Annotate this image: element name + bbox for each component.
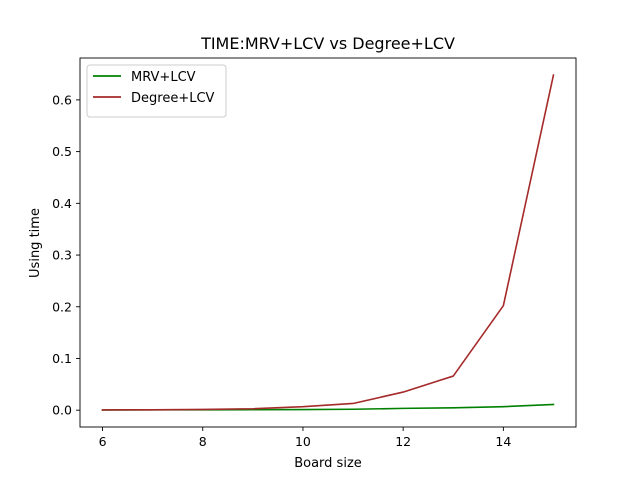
y-axis-label: Using time <box>28 208 43 278</box>
legend: MRV+LCV Degree+LCV <box>86 64 227 118</box>
x-tick-label: 14 <box>495 434 511 449</box>
y-tick-label: 0.4 <box>52 196 72 211</box>
y-tick-label: 0.6 <box>52 92 72 107</box>
chart-title: TIME:MRV+LCV vs Degree+LCV <box>200 34 455 53</box>
x-tick-label: 10 <box>295 434 311 449</box>
x-tick-label: 12 <box>395 434 411 449</box>
x-axis-label: Board size <box>294 456 362 471</box>
x-tick-label: 8 <box>199 434 207 449</box>
y-tick-label: 0.5 <box>52 144 72 159</box>
legend-label-2: Degree+LCV <box>131 91 215 106</box>
legend-label-1: MRV+LCV <box>131 70 196 85</box>
legend-box <box>86 64 227 118</box>
y-tick-label: 0.2 <box>52 299 72 314</box>
x-tick-label: 6 <box>99 434 107 449</box>
y-tick-label: 0.0 <box>52 403 72 418</box>
axes-frame <box>79 57 577 428</box>
y-tick-label: 0.3 <box>52 248 72 263</box>
plot-area: 6 8 10 12 14 0.0 0.1 0.2 0.3 0.4 0.5 0.6 <box>52 57 577 449</box>
y-tick-label: 0.1 <box>52 351 72 366</box>
series-line-2 <box>101 74 555 411</box>
